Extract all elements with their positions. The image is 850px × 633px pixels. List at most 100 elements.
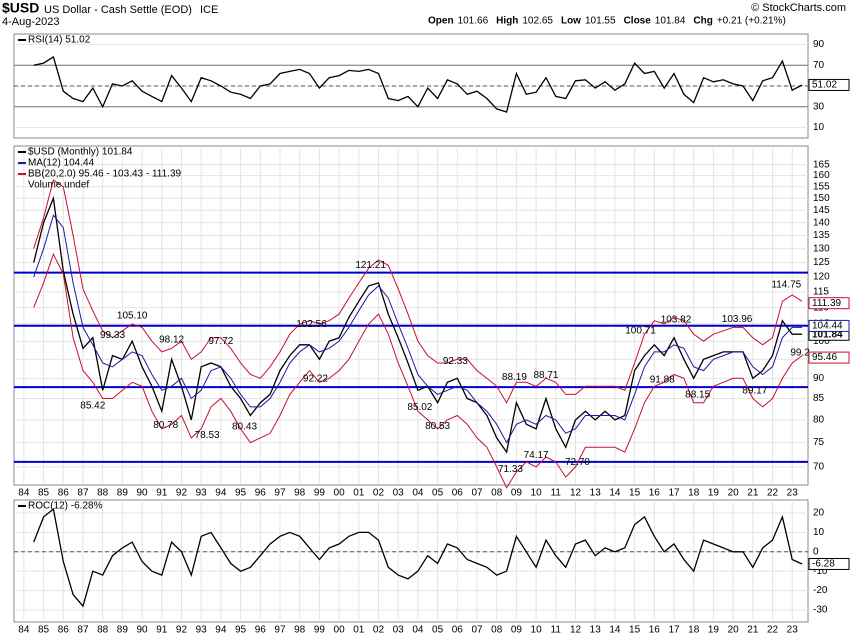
panel-frame <box>13 145 809 486</box>
x-tick-label: 09 <box>511 488 523 499</box>
x-tick-label: 97 <box>274 488 286 499</box>
x-tick-label: 84 <box>18 488 30 499</box>
x-tick-label: 21 <box>747 625 759 633</box>
x-tick-label: 87 <box>77 625 89 633</box>
x-tick-label: 02 <box>373 625 385 633</box>
value-tag-box <box>808 351 850 364</box>
x-tick-label: 92 <box>176 625 188 633</box>
x-tick-label: 08 <box>491 488 503 499</box>
price-annotation: 103.82 <box>661 315 692 326</box>
price-annotation: 80.78 <box>153 420 178 431</box>
price-annotation: 72.70 <box>565 457 590 468</box>
quote-value: +0.21 (+0.21%) <box>717 16 786 27</box>
x-tick-label: 94 <box>215 488 227 499</box>
x-tick-label: 10 <box>531 625 543 633</box>
x-tick-label: 89 <box>117 488 129 499</box>
y-tick-label: -10 <box>813 566 828 577</box>
x-tick-label: 14 <box>609 625 621 633</box>
y-tick-label: 0 <box>813 546 819 557</box>
x-tick-label: 02 <box>373 488 385 499</box>
price-annotation: 91.88 <box>650 375 675 386</box>
value-tag: 51.02 <box>812 80 837 91</box>
series-line <box>33 55 803 113</box>
value-tag-box <box>808 319 850 332</box>
value-tag: -6.28 <box>812 559 835 570</box>
x-tick-label: 19 <box>708 488 720 499</box>
x-tick-label: 05 <box>432 488 444 499</box>
series-line <box>33 214 803 444</box>
value-tag: 101.84 <box>812 329 843 340</box>
x-tick-label: 89 <box>117 625 129 633</box>
quote-label: High <box>496 16 518 27</box>
value-tag-box <box>808 78 850 91</box>
x-tick-label: 12 <box>570 488 582 499</box>
quote-label: Close <box>624 16 652 27</box>
series-line <box>33 507 803 608</box>
copyright: © StockCharts.com <box>751 2 846 14</box>
x-tick-label: 00 <box>334 488 346 499</box>
price-annotation: 85.42 <box>80 400 105 411</box>
value-tag: 95.46 <box>812 352 837 363</box>
x-tick-label: 15 <box>629 625 641 633</box>
price-annotation: 99.2 <box>790 348 810 359</box>
quote-label: Low <box>561 16 581 27</box>
x-tick-label: 85 <box>38 625 50 633</box>
x-tick-label: 90 <box>137 625 149 633</box>
quote-value: 102.65 <box>522 16 553 27</box>
x-tick-label: 16 <box>649 625 661 633</box>
x-tick-label: 09 <box>511 625 523 633</box>
y-tick-label: 100 <box>813 336 830 347</box>
y-tick-label: 10 <box>813 122 825 133</box>
y-tick-label: -20 <box>813 585 828 596</box>
value-tag: 104.44 <box>812 321 843 332</box>
instrument-name: US Dollar - Cash Settle (EOD) <box>44 4 192 16</box>
x-tick-label: 07 <box>471 625 483 633</box>
y-tick-label: 125 <box>813 257 830 268</box>
price-annotation: 100.71 <box>625 325 656 336</box>
x-tick-label: 06 <box>452 488 464 499</box>
x-tick-label: 14 <box>609 488 621 499</box>
x-tick-label: 18 <box>688 625 700 633</box>
x-tick-label: 92 <box>176 488 188 499</box>
price-annotation: 92.22 <box>303 373 328 384</box>
price-annotation: 74.17 <box>524 450 549 461</box>
price-annotation: 88.19 <box>502 372 527 383</box>
x-tick-label: 17 <box>668 625 680 633</box>
legend-entry: RSI(14) 51.02 <box>28 35 91 46</box>
series-line <box>33 195 803 454</box>
x-tick-label: 00 <box>334 625 346 633</box>
price-annotation: 105.10 <box>117 310 148 321</box>
x-tick-label: 13 <box>590 625 602 633</box>
x-tick-label: 23 <box>787 488 799 499</box>
date: 4-Aug-2023 <box>2 16 60 28</box>
price-annotation: 98.12 <box>159 335 184 346</box>
x-tick-label: 20 <box>728 625 740 633</box>
price-annotation: 99.33 <box>100 330 125 341</box>
y-tick-label: 20 <box>813 508 825 519</box>
x-tick-label: 99 <box>314 488 326 499</box>
x-tick-label: 93 <box>196 488 208 499</box>
x-tick-label: 01 <box>353 488 365 499</box>
x-tick-label: 96 <box>255 625 267 633</box>
x-tick-label: 84 <box>18 625 30 633</box>
quote-value: 101.66 <box>458 16 489 27</box>
x-tick-label: 04 <box>412 625 424 633</box>
legend-entry: Volume undef <box>28 180 89 191</box>
band-upper <box>33 179 803 404</box>
x-tick-label: 87 <box>77 488 89 499</box>
legend-entry: MA(12) 104.44 <box>28 158 95 169</box>
price-annotation: 71.33 <box>498 464 523 475</box>
quote-value: 101.84 <box>655 16 686 27</box>
quote-label: Open <box>428 16 454 27</box>
x-tick-label: 21 <box>747 488 759 499</box>
x-tick-label: 01 <box>353 625 365 633</box>
price-annotation: 80.53 <box>425 421 450 432</box>
price-annotation: 102.56 <box>296 319 327 330</box>
y-tick-label: 85 <box>813 393 825 404</box>
value-tag-box <box>808 297 850 310</box>
y-tick-label: 70 <box>813 462 825 473</box>
x-tick-label: 12 <box>570 625 582 633</box>
y-tick-label: 90 <box>813 373 825 384</box>
x-tick-label: 04 <box>412 488 424 499</box>
quote-value: 101.55 <box>585 16 616 27</box>
